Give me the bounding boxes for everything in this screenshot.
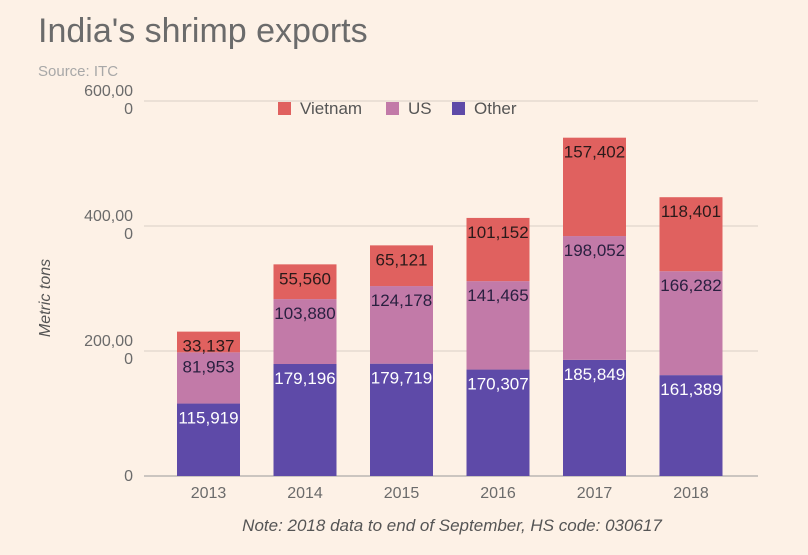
- bar-segment-other: [563, 359, 626, 476]
- data-label: 179,196: [274, 369, 335, 388]
- data-label: 198,052: [564, 241, 625, 260]
- data-label: 33,137: [183, 337, 235, 356]
- gridlines: [144, 100, 758, 477]
- bar-segment-vietnam: [177, 331, 240, 353]
- footnote: Note: 2018 data to end of September, HS …: [242, 516, 662, 535]
- bar-segment-other: [466, 369, 530, 476]
- bar-segment-vietnam: [466, 217, 530, 282]
- y-axis-ticks: 0 200,00 0 400,00 0 600,00 0: [84, 83, 133, 485]
- x-tick-label: 2013: [191, 485, 227, 502]
- x-tick-label: 2017: [577, 485, 613, 502]
- bar-segment-us: [466, 281, 530, 370]
- chart-title: India's shrimp exports: [38, 12, 368, 50]
- source-label: Source: ITC: [38, 63, 119, 80]
- data-label: 157,402: [564, 143, 625, 162]
- legend-label-other: Other: [474, 99, 517, 118]
- data-label: 103,880: [274, 304, 335, 323]
- data-label: 55,560: [279, 269, 331, 288]
- data-label: 81,953: [183, 357, 235, 376]
- legend-label-vietnam: Vietnam: [300, 99, 362, 118]
- y-axis-label: Metric tons: [37, 259, 54, 337]
- y-tick-label: 600,00 0: [84, 83, 133, 118]
- y-tick-label: 0: [124, 468, 133, 485]
- data-label: 124,178: [371, 291, 432, 310]
- bar-segment-other: [273, 364, 337, 476]
- legend: Vietnam US Other: [278, 99, 517, 118]
- bar-segment-us: [370, 286, 433, 364]
- legend-swatch-other: [452, 102, 465, 115]
- data-label: 65,121: [376, 250, 428, 269]
- bar-segment-us: [563, 236, 626, 360]
- bar-segment-vietnam: [370, 245, 433, 287]
- x-tick-label: 2016: [480, 485, 516, 502]
- bar-segment-other: [370, 363, 433, 476]
- bar-segment-us: [273, 299, 337, 365]
- data-label: 179,719: [371, 369, 432, 388]
- legend-label-us: US: [408, 99, 432, 118]
- bar-segment-vietnam: [273, 264, 337, 300]
- data-label: 141,465: [467, 286, 528, 305]
- x-tick-label: 2015: [384, 485, 420, 502]
- data-label: 185,849: [564, 365, 625, 384]
- data-label: 166,282: [660, 276, 721, 295]
- y-tick-label: 200,00 0: [84, 333, 133, 368]
- data-label: 170,307: [467, 375, 528, 394]
- y-tick-label: 400,00 0: [84, 208, 133, 243]
- bar-segment-us: [177, 352, 240, 404]
- bar-segment-other: [659, 375, 723, 476]
- legend-swatch-vietnam: [278, 102, 291, 115]
- x-tick-label: 2014: [287, 485, 323, 502]
- bar-segment-vietnam: [563, 137, 626, 237]
- bar-segment-other: [177, 403, 240, 476]
- data-label: 118,401: [661, 202, 721, 221]
- x-tick-label: 2018: [673, 485, 709, 502]
- bar-segment-vietnam: [659, 197, 723, 272]
- legend-swatch-us: [386, 102, 399, 115]
- data-label: 101,152: [467, 223, 528, 242]
- data-label: 115,919: [178, 409, 238, 428]
- x-axis-ticks: 2013 2014 2015 2016 2017 2018: [191, 485, 709, 502]
- bar-segment-us: [659, 271, 723, 376]
- data-label: 161,389: [660, 380, 721, 399]
